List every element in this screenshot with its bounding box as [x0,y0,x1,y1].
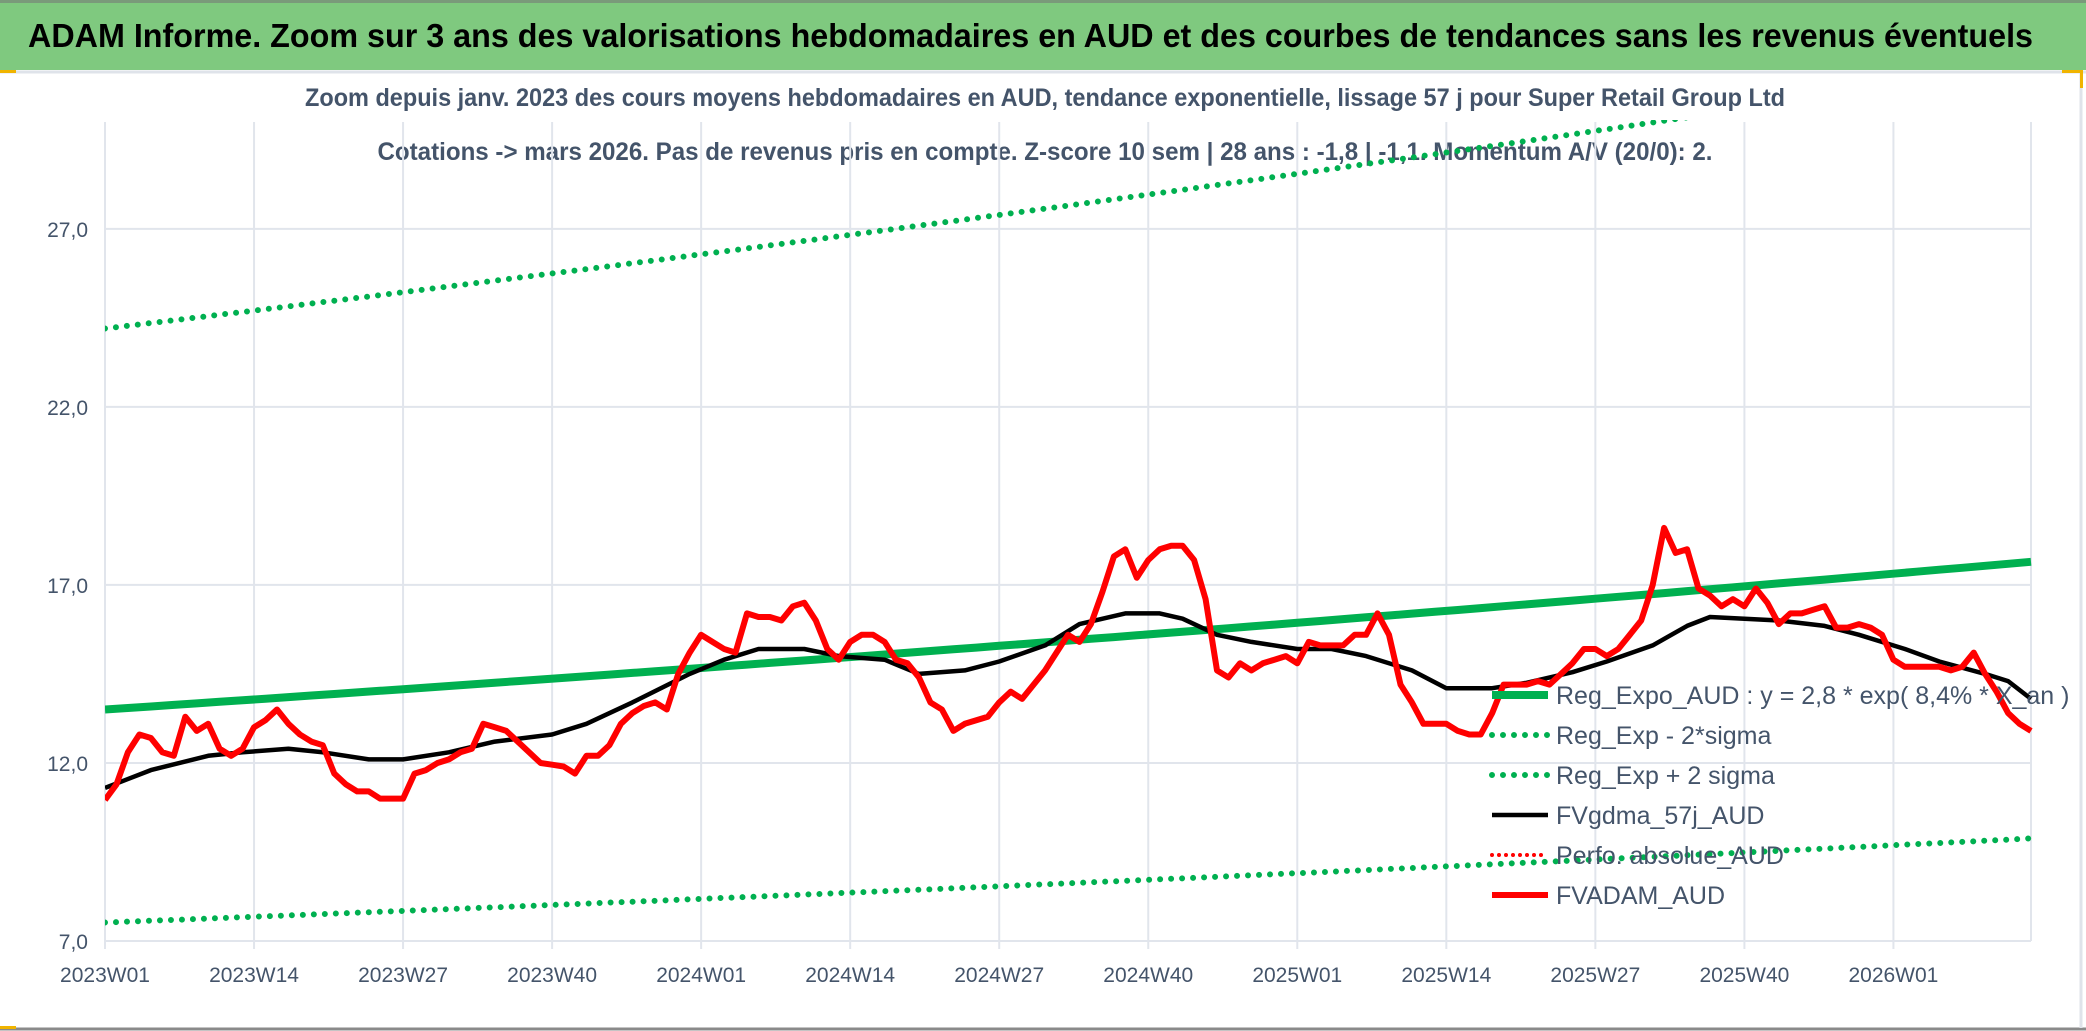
x-tick-label: 2023W27 [358,964,448,987]
series-layer [105,120,2033,926]
chart-title: Zoom depuis janv. 2023 des cours moyens … [305,84,1785,112]
lower-band-series [105,835,2033,926]
header-bar [0,0,2086,70]
y-axis: 7,0 12,0 17,0 22,0 27,0 [47,219,88,954]
upper-band-series [105,120,1691,332]
x-tick-label: 2024W27 [954,964,1044,987]
y-tick-label: 22,0 [47,397,88,420]
price-series [105,524,2033,802]
legend: Reg_Expo_AUD : y = 2,8 * exp( 8,4% * X_a… [1489,682,2069,910]
x-tick-label: 2023W14 [209,964,299,987]
y-tick-label: 7,0 [59,931,88,954]
trend-line-series [105,557,2032,714]
legend-label: Reg_Exp - 2*sigma [1556,722,1771,750]
legend-label: Reg_Exp + 2 sigma [1556,762,1775,790]
legend-label: Reg_Expo_AUD : y = 2,8 * exp( 8,4% * X_a… [1556,682,2069,710]
y-tick-label: 12,0 [47,753,88,776]
chart-subtitle: Cotations -> mars 2026. Pas de revenus p… [378,138,1713,166]
x-tick-label: 2025W27 [1550,964,1640,987]
x-tick-label: 2025W14 [1401,964,1491,987]
y-tick-label: 17,0 [47,575,88,598]
legend-label: FVgdma_57j_AUD [1556,802,1764,830]
x-tick-label: 2023W01 [60,964,150,987]
x-tick-label: 2025W01 [1252,964,1342,987]
x-tick-label: 2024W40 [1103,964,1193,987]
legend-label: FVADAM_AUD [1556,882,1725,910]
x-tick-label: 2024W14 [805,964,895,987]
x-tick-label: 2026W01 [1848,964,1938,987]
report-title: ADAM Informe. Zoom sur 3 ans des valoris… [28,17,2033,54]
y-tick-label: 27,0 [47,219,88,242]
x-tick-label: 2023W40 [507,964,597,987]
moving-average-series [105,611,2033,790]
x-tick-label: 2024W01 [656,964,746,987]
gridlines [104,122,2032,949]
legend-label: Perfo. absolue_AUD [1556,842,1784,870]
x-axis: 2023W01 2023W14 2023W27 2023W40 2024W01 2024W… [60,964,1938,987]
x-tick-label: 2025W40 [1699,964,1789,987]
